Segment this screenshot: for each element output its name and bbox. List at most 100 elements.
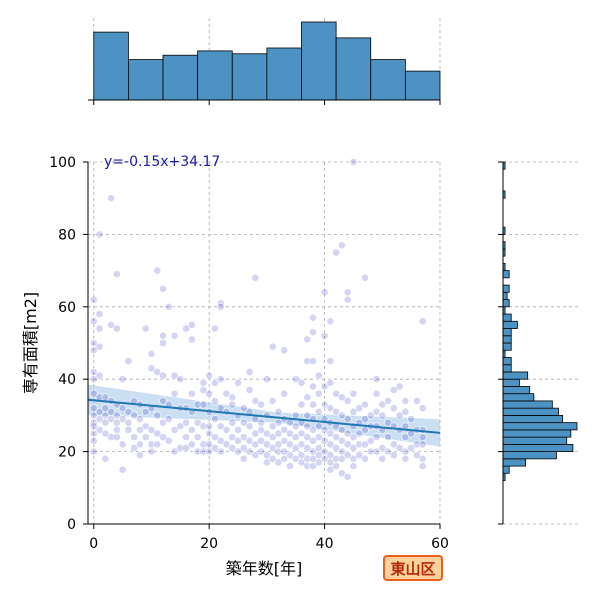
data-point (401, 407, 410, 416)
data-point (280, 454, 289, 463)
data-point (95, 415, 104, 423)
right-hist-bar (502, 284, 510, 293)
top-hist-bar (370, 59, 406, 101)
data-point (211, 397, 219, 405)
data-point (320, 288, 329, 297)
data-point (147, 349, 156, 358)
data-point (228, 418, 237, 427)
data-point (286, 440, 294, 449)
data-point (118, 465, 127, 474)
data-point (216, 302, 225, 311)
data-point (216, 375, 225, 384)
y-tick-label: 40 (58, 372, 76, 388)
data-point (153, 440, 162, 449)
data-point (245, 368, 254, 376)
data-point (228, 393, 237, 402)
data-point (303, 422, 312, 431)
data-point (107, 433, 115, 442)
data-point (89, 375, 98, 384)
right-hist-bar (502, 407, 559, 416)
x-tick-label: 20 (200, 536, 218, 552)
data-point (268, 444, 277, 452)
data-point (378, 454, 387, 463)
data-point (314, 371, 323, 380)
data-point (320, 454, 329, 463)
data-point (349, 389, 358, 398)
data-point (280, 436, 289, 445)
right-hist-bar (502, 371, 529, 380)
data-point (372, 389, 381, 398)
data-point (89, 389, 98, 398)
data-point (239, 418, 248, 427)
data-point (303, 462, 312, 470)
right-marginal-histogram (498, 161, 580, 525)
data-point (141, 324, 150, 333)
data-point (159, 433, 167, 442)
top-hist-bar (404, 70, 441, 101)
data-point (286, 451, 294, 460)
data-point (199, 378, 208, 387)
data-point (268, 422, 277, 431)
data-point (291, 433, 300, 442)
area-badge: 東山区 (383, 555, 443, 581)
data-point (124, 407, 133, 416)
top-hist-bar (93, 31, 129, 101)
grid-lines (88, 161, 441, 525)
data-point (303, 335, 312, 344)
data-point (268, 397, 277, 405)
data-point (170, 447, 179, 456)
data-point (245, 386, 254, 394)
data-point (164, 415, 173, 423)
data-point (280, 346, 289, 355)
scatter-points (89, 158, 427, 481)
data-point (384, 418, 392, 427)
data-point (124, 418, 133, 427)
right-hist-bar (502, 342, 512, 351)
data-point (211, 324, 219, 333)
top-hist-bar (127, 59, 164, 101)
data-point (418, 440, 427, 449)
data-point (309, 400, 317, 409)
right-hist-bar (502, 328, 512, 337)
data-point (303, 433, 312, 442)
data-point (176, 375, 185, 384)
right-hist-bar (502, 414, 564, 424)
regression-line-group (87, 398, 441, 434)
data-point (216, 447, 225, 456)
data-point (384, 447, 392, 456)
data-point (147, 364, 156, 373)
data-point (326, 317, 335, 326)
data-point (303, 444, 312, 452)
data-point (153, 411, 162, 420)
data-point (211, 415, 219, 423)
right-hist-bar (502, 393, 535, 402)
data-point (245, 447, 254, 456)
data-point (159, 331, 167, 340)
data-point (343, 440, 352, 449)
data-point (187, 335, 196, 344)
data-point (343, 295, 352, 304)
data-point (286, 429, 294, 438)
right-hist-bar (502, 320, 518, 329)
data-point (239, 404, 248, 413)
right-hist-bar (502, 357, 512, 366)
data-point (401, 454, 410, 463)
data-point (176, 422, 185, 431)
data-point (159, 339, 167, 347)
data-point (170, 371, 179, 380)
data-point (147, 425, 156, 434)
data-point (303, 411, 312, 420)
data-point (332, 462, 341, 470)
right-hist-bar (502, 436, 568, 445)
data-point (343, 473, 352, 481)
data-point (338, 241, 346, 250)
data-point (366, 447, 375, 456)
data-point (297, 458, 306, 467)
x-tick-label: 0 (89, 536, 98, 552)
data-point (112, 425, 121, 434)
data-point (124, 357, 133, 365)
data-point (291, 411, 300, 420)
right-hist-bar (502, 465, 510, 474)
data-point (332, 444, 341, 452)
data-point (95, 342, 104, 351)
